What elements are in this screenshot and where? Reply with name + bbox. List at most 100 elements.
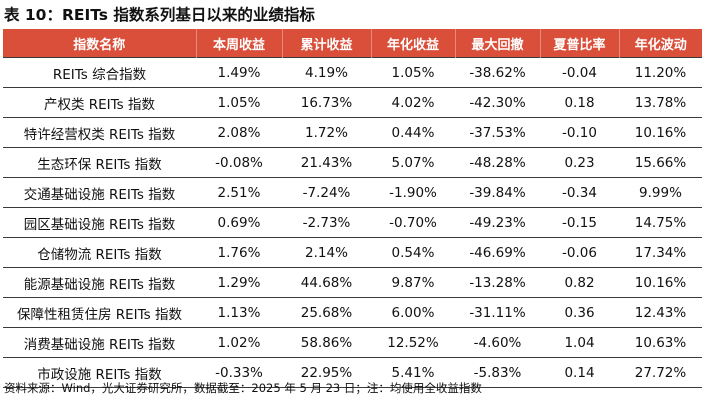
index-name-cell: 保障性租赁住房 REITs 指数: [3, 297, 196, 328]
annualized-return-cell: -0.70%: [371, 207, 455, 238]
header-cumulative-return: 累计收益: [281, 29, 371, 58]
table-row: 园区基础设施 REITs 指数 0.69% -2.73% -0.70% -49.23% -…: [3, 207, 702, 238]
sharpe-ratio-cell: 0.18: [540, 87, 619, 118]
sharpe-ratio-cell: 1.04: [540, 327, 619, 358]
cumulative-return-cell: 1.72%: [282, 117, 371, 148]
table-row: 能源基础设施 REITs 指数 1.29% 44.68% 9.87% -13.28% 0.…: [3, 267, 702, 298]
weekly-return-cell: -0.33%: [196, 357, 282, 388]
annualized-return-cell: 5.41%: [371, 357, 455, 388]
max-drawdown-cell: -48.28%: [455, 147, 540, 178]
cumulative-return-cell: 2.14%: [282, 237, 371, 268]
max-drawdown-cell: -46.69%: [455, 237, 540, 268]
annualized-volatility-cell: 12.43%: [619, 297, 702, 328]
annualized-volatility-cell: 10.63%: [619, 327, 702, 358]
annualized-return-cell: 0.44%: [371, 117, 455, 148]
table-title: 表 10：REITs 指数系列基日以来的业绩指标: [4, 6, 315, 24]
sharpe-ratio-cell: 0.36: [540, 297, 619, 328]
annualized-volatility-cell: 15.66%: [619, 147, 702, 178]
annualized-volatility-cell: 17.34%: [619, 237, 702, 268]
cumulative-return-cell: 16.73%: [282, 87, 371, 118]
index-name-cell: REITs 综合指数: [3, 57, 196, 88]
annualized-return-cell: 4.02%: [371, 87, 455, 118]
annualized-return-cell: 12.52%: [371, 327, 455, 358]
table-row: 生态环保 REITs 指数 -0.08% 21.43% 5.07% -48.28% 0.2…: [3, 147, 702, 178]
header-max-drawdown: 最大回撤: [454, 29, 540, 58]
max-drawdown-cell: -4.60%: [455, 327, 540, 358]
header-annualized-volatility: 年化波动: [618, 29, 702, 58]
header-row: 指数名称 本周收益 累计收益 年化收益 最大回撤 夏普比率 年化波动: [3, 29, 702, 58]
annualized-volatility-cell: 10.16%: [619, 267, 702, 298]
annualized-return-cell: 6.00%: [371, 297, 455, 328]
table-row: 交通基础设施 REITs 指数 2.51% -7.24% -1.90% -39.84% -…: [3, 177, 702, 208]
annualized-return-cell: 9.87%: [371, 267, 455, 298]
sharpe-ratio-cell: -0.34: [540, 177, 619, 208]
annualized-volatility-cell: 14.75%: [619, 207, 702, 238]
cumulative-return-cell: 25.68%: [282, 297, 371, 328]
weekly-return-cell: 2.08%: [196, 117, 282, 148]
sharpe-ratio-cell: 0.23: [540, 147, 619, 178]
cumulative-return-cell: 44.68%: [282, 267, 371, 298]
max-drawdown-cell: -39.84%: [455, 177, 540, 208]
max-drawdown-cell: -5.83%: [455, 357, 540, 388]
table-row: 仓储物流 REITs 指数 1.76% 2.14% 0.54% -46.69% -0.06…: [3, 237, 702, 268]
sharpe-ratio-cell: -0.10: [540, 117, 619, 148]
cumulative-return-cell: 58.86%: [282, 327, 371, 358]
annualized-return-cell: -1.90%: [371, 177, 455, 208]
table-container: 指数名称 本周收益 累计收益 年化收益 最大回撤 夏普比率 年化波动 REITs…: [3, 29, 702, 388]
sharpe-ratio-cell: 0.14: [540, 357, 619, 388]
table-body: REITs 综合指数 1.49% 4.19% 1.05% -38.62% -0.04 11.…: [3, 57, 702, 388]
weekly-return-cell: 1.05%: [196, 87, 282, 118]
annualized-return-cell: 5.07%: [371, 147, 455, 178]
cumulative-return-cell: 21.43%: [282, 147, 371, 178]
weekly-return-cell: 0.69%: [196, 207, 282, 238]
annualized-return-cell: 0.54%: [371, 237, 455, 268]
max-drawdown-cell: -42.30%: [455, 87, 540, 118]
sharpe-ratio-cell: -0.04: [540, 57, 619, 88]
table-row: 产权类 REITs 指数 1.05% 16.73% 4.02% -42.30% 0.18 1…: [3, 87, 702, 118]
cumulative-return-cell: -2.73%: [282, 207, 371, 238]
table-row: 特许经营权类 REITs 指数 2.08% 1.72% 0.44% -37.53% -0.…: [3, 117, 702, 148]
annualized-volatility-cell: 27.72%: [619, 357, 702, 388]
cumulative-return-cell: -7.24%: [282, 177, 371, 208]
annualized-volatility-cell: 10.16%: [619, 117, 702, 148]
header-sharpe-ratio: 夏普比率: [539, 29, 619, 58]
index-name-cell: 能源基础设施 REITs 指数: [3, 267, 196, 298]
index-name-cell: 交通基础设施 REITs 指数: [3, 177, 196, 208]
table-header: 指数名称 本周收益 累计收益 年化收益 最大回撤 夏普比率 年化波动: [3, 29, 702, 58]
annualized-return-cell: 1.05%: [371, 57, 455, 88]
cumulative-return-cell: 22.95%: [282, 357, 371, 388]
sharpe-ratio-cell: 0.82: [540, 267, 619, 298]
cumulative-return-cell: 4.19%: [282, 57, 371, 88]
max-drawdown-cell: -13.28%: [455, 267, 540, 298]
reits-performance-table: 指数名称 本周收益 累计收益 年化收益 最大回撤 夏普比率 年化波动 REITs…: [3, 29, 702, 388]
index-name-cell: 消费基础设施 REITs 指数: [3, 327, 196, 358]
weekly-return-cell: 2.51%: [196, 177, 282, 208]
max-drawdown-cell: -49.23%: [455, 207, 540, 238]
table-row: 消费基础设施 REITs 指数 1.02% 58.86% 12.52% -4.60% 1.…: [3, 327, 702, 358]
index-name-cell: 生态环保 REITs 指数: [3, 147, 196, 178]
index-name-cell: 产权类 REITs 指数: [3, 87, 196, 118]
weekly-return-cell: 1.29%: [196, 267, 282, 298]
weekly-return-cell: -0.08%: [196, 147, 282, 178]
header-index-name: 指数名称: [3, 29, 196, 58]
annualized-volatility-cell: 11.20%: [619, 57, 702, 88]
annualized-volatility-cell: 9.99%: [619, 177, 702, 208]
weekly-return-cell: 1.02%: [196, 327, 282, 358]
index-name-cell: 市政设施 REITs 指数: [3, 357, 196, 388]
max-drawdown-cell: -38.62%: [455, 57, 540, 88]
index-name-cell: 仓储物流 REITs 指数: [3, 237, 196, 268]
annualized-volatility-cell: 13.78%: [619, 87, 702, 118]
index-name-cell: 特许经营权类 REITs 指数: [3, 117, 196, 148]
max-drawdown-cell: -31.11%: [455, 297, 540, 328]
sharpe-ratio-cell: -0.15: [540, 207, 619, 238]
weekly-return-cell: 1.49%: [196, 57, 282, 88]
weekly-return-cell: 1.13%: [196, 297, 282, 328]
max-drawdown-cell: -37.53%: [455, 117, 540, 148]
header-annualized-return: 年化收益: [370, 29, 455, 58]
table-row: REITs 综合指数 1.49% 4.19% 1.05% -38.62% -0.04 11.…: [3, 57, 702, 88]
table-row: 市政设施 REITs 指数 -0.33% 22.95% 5.41% -5.83% 0.14…: [3, 357, 702, 388]
source-note: 资料来源：Wind，光大证券研究所，数据截至：2025 年 5 月 23 日；注…: [4, 381, 482, 395]
weekly-return-cell: 1.76%: [196, 237, 282, 268]
table-row: 保障性租赁住房 REITs 指数 1.13% 25.68% 6.00% -31.11% 0…: [3, 297, 702, 328]
sharpe-ratio-cell: -0.06: [540, 237, 619, 268]
